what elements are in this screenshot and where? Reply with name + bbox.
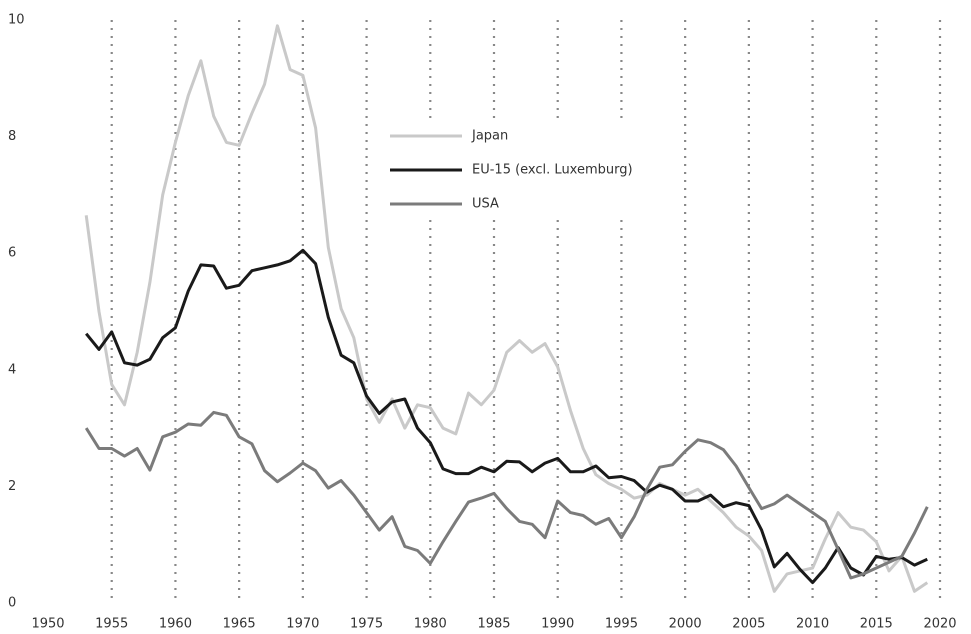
x-tick-label: 1955 — [95, 617, 128, 632]
x-tick-label: 1950 — [31, 617, 64, 632]
legend-label: USA — [472, 197, 499, 212]
x-tick-label: 1960 — [159, 617, 192, 632]
y-tick-label: 0 — [8, 596, 16, 611]
x-tick-label: 2020 — [923, 617, 956, 632]
y-tick-label: 6 — [8, 246, 16, 261]
line — [85, 248, 928, 585]
line — [84, 24, 929, 593]
y-tick-label: 8 — [8, 129, 16, 144]
y-tick-label: 2 — [8, 479, 16, 494]
y-tick-label: 10 — [8, 13, 25, 28]
x-tick-label: 1990 — [541, 617, 574, 632]
legend-label: EU-15 (excl. Luxemburg) — [472, 163, 633, 178]
x-tick-label: 2010 — [796, 617, 829, 632]
x-tick-label: 1970 — [286, 617, 319, 632]
x-tick-label: 1985 — [477, 617, 510, 632]
x-tick-label: 2005 — [732, 617, 765, 632]
y-tick-label: 4 — [8, 362, 16, 377]
x-tick-label: 1965 — [223, 617, 256, 632]
x-tick-label: 2015 — [860, 617, 893, 632]
x-tick-label: 1975 — [350, 617, 383, 632]
line — [84, 410, 929, 580]
x-tick-label: 1995 — [605, 617, 638, 632]
x-tick-label: 1980 — [414, 617, 447, 632]
legend-label: Japan — [471, 129, 508, 144]
x-tick-label: 2000 — [669, 617, 702, 632]
